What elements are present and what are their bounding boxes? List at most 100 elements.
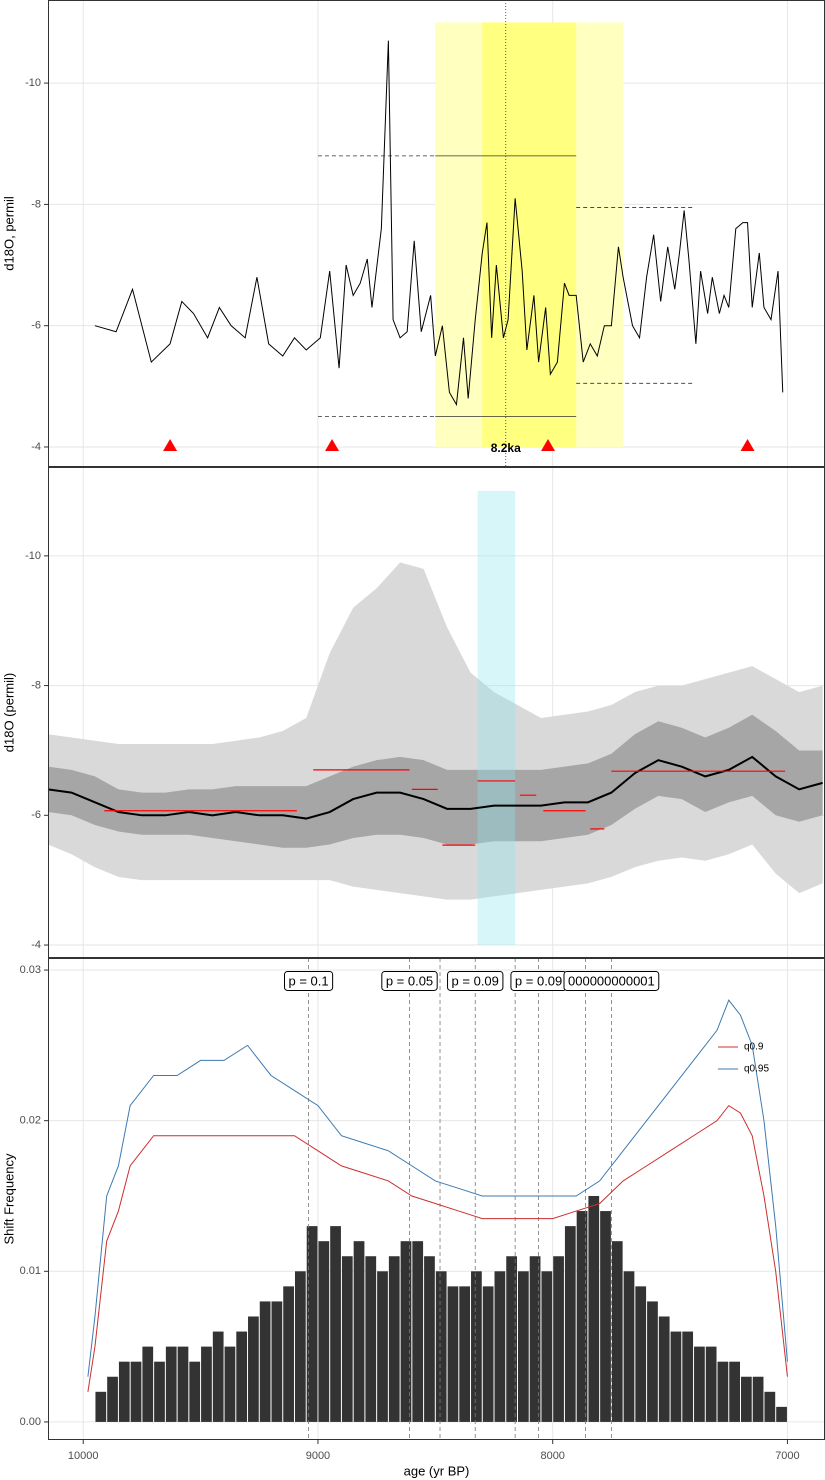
histogram-bar	[611, 1241, 623, 1422]
histogram-bar	[670, 1331, 682, 1422]
histogram-bar	[130, 1361, 142, 1422]
p-value-box	[447, 970, 504, 991]
shaded-band	[477, 490, 516, 946]
p-value-label: p = 0.09	[452, 973, 499, 988]
x-tick-label: 8000	[540, 1450, 564, 1462]
histogram-bar	[717, 1361, 729, 1422]
histogram-bar	[154, 1361, 165, 1422]
histogram-bar	[201, 1346, 212, 1422]
histogram-bar	[647, 1301, 658, 1422]
marker-triangle	[163, 438, 178, 451]
histogram-bar	[435, 1271, 447, 1422]
histogram-bar	[283, 1286, 294, 1422]
p-value-box	[284, 970, 334, 991]
histogram-bar	[776, 1406, 787, 1422]
y-tick-label: -4	[31, 939, 41, 951]
x-axis-title: age (yr BP)	[404, 1463, 470, 1478]
histogram-bar	[118, 1361, 130, 1422]
histogram-bar	[447, 1286, 459, 1422]
histogram-bar	[95, 1391, 107, 1422]
y-tick-label: -10	[25, 77, 41, 89]
uncertainty-band	[48, 714, 823, 848]
histogram-bar	[506, 1256, 517, 1422]
histogram-bar	[482, 1286, 494, 1422]
p-value-label: 000000000001	[568, 973, 655, 988]
histogram-bar	[388, 1256, 400, 1422]
histogram-bar	[471, 1271, 482, 1422]
marker-triangle	[541, 438, 556, 451]
histogram-bar	[529, 1256, 541, 1422]
p-value-label: p = 0.09	[515, 973, 562, 988]
data-line	[87, 1104, 788, 1392]
histogram-bar	[517, 1271, 529, 1422]
histogram-bar	[658, 1316, 670, 1422]
x-tick-label: 10000	[68, 1450, 99, 1462]
y-tick-label: 0.01	[20, 1265, 41, 1277]
y-axis-title: d18O, permil	[1, 196, 16, 271]
p-value-box	[563, 970, 660, 991]
histogram-bar	[541, 1271, 553, 1422]
y-tick-label: -6	[31, 809, 41, 821]
y-tick-label: -6	[31, 320, 41, 332]
histogram-bar	[740, 1376, 752, 1422]
histogram-bar	[494, 1271, 506, 1422]
histogram-bar	[294, 1271, 306, 1422]
histogram-bar	[353, 1241, 365, 1422]
y-axis-title: Shift Frequency	[1, 1153, 16, 1245]
histogram-bar	[236, 1331, 248, 1422]
histogram-bar	[623, 1271, 635, 1422]
histogram-bar	[365, 1256, 377, 1422]
marker-triangle	[325, 438, 340, 451]
legend-label: q0.9	[744, 1042, 764, 1053]
histogram-bar	[412, 1241, 424, 1422]
p-value-label: p = 0.05	[386, 973, 433, 988]
histogram-bar	[189, 1361, 201, 1422]
histogram-bar	[271, 1301, 283, 1422]
histogram-bar	[553, 1256, 564, 1422]
histogram-bar	[377, 1271, 388, 1422]
marker-triangle	[740, 438, 755, 451]
y-tick-label: -8	[31, 198, 41, 210]
histogram-bar	[600, 1211, 611, 1422]
histogram-bar	[400, 1241, 412, 1422]
histogram-bar	[224, 1346, 236, 1422]
y-tick-label: -4	[31, 441, 41, 453]
histogram-bar	[564, 1226, 576, 1422]
histogram-bar	[165, 1346, 177, 1422]
p-value-label: p = 0.1	[289, 973, 329, 988]
histogram-bar	[318, 1241, 330, 1422]
data-line	[87, 999, 788, 1377]
histogram-bar	[764, 1391, 776, 1422]
legend-label: q0.95	[744, 1064, 769, 1075]
histogram-bar	[107, 1376, 118, 1422]
histogram-bar	[424, 1256, 435, 1422]
y-tick-label: 0.00	[20, 1416, 41, 1428]
x-tick-label: 7000	[775, 1450, 799, 1462]
y-tick-label: -10	[25, 550, 41, 562]
histogram-bar	[752, 1376, 764, 1422]
histogram-bar	[259, 1301, 271, 1422]
histogram-bar	[694, 1346, 705, 1422]
histogram-bar	[142, 1346, 154, 1422]
histogram-bar	[576, 1211, 588, 1422]
p-value-box	[381, 970, 438, 991]
y-tick-label: -8	[31, 679, 41, 691]
histogram-bar	[330, 1226, 341, 1422]
histogram-bar	[682, 1331, 694, 1422]
x-tick-label: 9000	[306, 1450, 330, 1462]
histogram-bar	[248, 1316, 259, 1422]
histogram-bar	[588, 1195, 600, 1422]
histogram-bar	[635, 1286, 647, 1422]
histogram-bar	[177, 1346, 189, 1422]
data-line	[94, 40, 784, 407]
y-tick-label: 0.03	[20, 964, 41, 976]
event-label: 8.2ka	[491, 441, 521, 455]
shaded-band	[482, 22, 577, 447]
histogram-bar	[459, 1286, 471, 1422]
histogram-bar	[705, 1346, 717, 1422]
y-axis-title: d18O (permil)	[1, 673, 16, 752]
histogram-bar	[729, 1361, 740, 1422]
histogram-bar	[306, 1226, 318, 1422]
histogram-bar	[341, 1256, 353, 1422]
